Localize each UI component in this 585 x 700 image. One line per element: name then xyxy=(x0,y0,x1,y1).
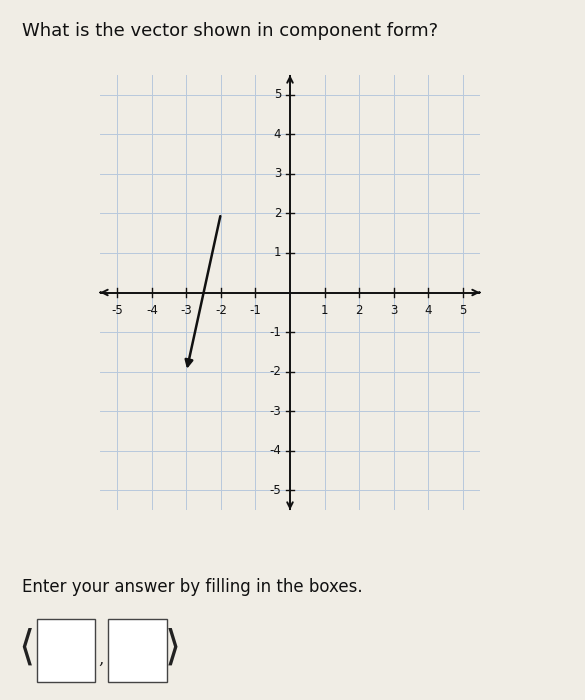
FancyBboxPatch shape xyxy=(36,619,95,682)
Text: 5: 5 xyxy=(459,304,466,317)
Text: Enter your answer by filling in the boxes.: Enter your answer by filling in the boxe… xyxy=(22,578,363,596)
Text: -1: -1 xyxy=(270,326,281,339)
Text: 1: 1 xyxy=(321,304,328,317)
Text: -4: -4 xyxy=(146,304,158,317)
Text: What is the vector shown in component form?: What is the vector shown in component fo… xyxy=(22,22,438,41)
Text: -3: -3 xyxy=(270,405,281,418)
Text: -3: -3 xyxy=(181,304,192,317)
Text: 1: 1 xyxy=(274,246,281,260)
Text: -1: -1 xyxy=(250,304,261,317)
Text: -5: -5 xyxy=(111,304,123,317)
Text: 3: 3 xyxy=(274,167,281,181)
Text: 5: 5 xyxy=(274,88,281,102)
Text: -2: -2 xyxy=(270,365,281,378)
Text: 4: 4 xyxy=(425,304,432,317)
Text: 3: 3 xyxy=(390,304,397,317)
Text: -4: -4 xyxy=(270,444,281,457)
Text: 2: 2 xyxy=(355,304,363,317)
Text: 2: 2 xyxy=(274,207,281,220)
Text: 4: 4 xyxy=(274,128,281,141)
Text: -2: -2 xyxy=(215,304,227,317)
FancyBboxPatch shape xyxy=(108,619,167,682)
Text: ,: , xyxy=(98,651,104,668)
Text: -5: -5 xyxy=(270,484,281,497)
Text: ⟩: ⟩ xyxy=(164,626,181,668)
Text: ⟨: ⟨ xyxy=(18,626,35,668)
